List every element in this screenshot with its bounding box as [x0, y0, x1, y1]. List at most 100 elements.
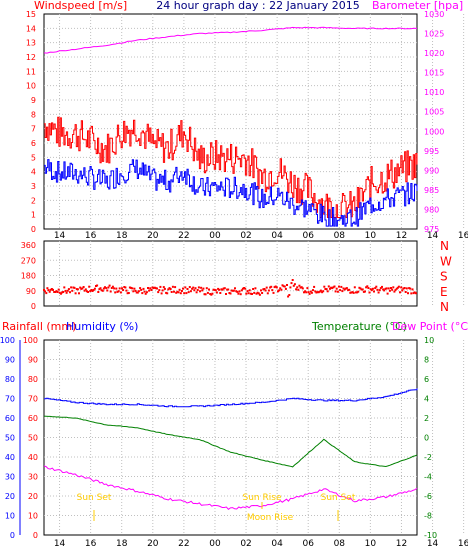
direction-point — [121, 287, 123, 290]
direction-point — [265, 286, 268, 289]
temperature-tick-label: -6 — [424, 492, 432, 501]
direction-point — [260, 289, 262, 292]
direction-point — [378, 289, 381, 292]
direction-point — [295, 288, 298, 291]
direction-point — [82, 286, 85, 288]
direction-point — [58, 291, 61, 294]
sunset2-label: Sun Set — [321, 493, 356, 503]
direction-point — [368, 291, 371, 294]
direction-point — [166, 292, 169, 295]
direction-point — [252, 288, 255, 290]
temperature-axis-label: Temperature (°C) — [311, 320, 407, 333]
barometer-axis-label: Barometer [hpa] — [372, 0, 463, 12]
time-tick-label: 16 — [458, 231, 468, 241]
direction-point — [401, 289, 404, 292]
temperature-plot-area — [43, 388, 418, 510]
direction-point — [306, 287, 309, 290]
time-tick-label: 06 — [302, 539, 314, 549]
direction-point — [197, 286, 200, 289]
direction-point — [162, 286, 165, 289]
direction-point — [402, 287, 405, 290]
direction-point — [147, 287, 149, 289]
direction-point — [141, 292, 144, 295]
direction-point — [89, 290, 92, 292]
direction-point — [356, 291, 359, 294]
humidity-tick-label: 80 — [28, 375, 38, 384]
direction-point — [142, 287, 145, 290]
direction-point — [322, 290, 325, 293]
direction-point — [307, 291, 310, 294]
direction-point — [134, 289, 137, 292]
direction-point — [93, 287, 96, 290]
direction-point — [160, 292, 163, 295]
direction-point — [341, 290, 344, 293]
direction-point — [79, 286, 82, 289]
direction-point — [136, 291, 139, 294]
direction-point — [60, 292, 62, 295]
windspeed-tick-label: 9 — [31, 96, 36, 105]
direction-point — [310, 291, 313, 294]
direction-point — [235, 290, 238, 293]
humidity-tick-label: 30 — [28, 473, 38, 482]
temperature-tick-label: 6 — [424, 375, 429, 384]
direction-point — [217, 287, 220, 290]
direction-point — [238, 290, 241, 293]
direction-point — [314, 290, 317, 293]
direction-point — [63, 286, 66, 289]
direction-point — [76, 288, 79, 291]
direction-point — [396, 286, 399, 289]
direction-point — [169, 288, 172, 290]
direction-point — [282, 285, 285, 288]
direction-plot-area — [43, 279, 417, 298]
direction-point — [123, 286, 126, 288]
direction-point — [305, 291, 308, 294]
direction-point — [324, 288, 327, 290]
direction-point — [313, 285, 316, 288]
direction-point — [171, 285, 174, 288]
direction-point — [360, 288, 363, 291]
direction-point — [100, 289, 103, 292]
direction-point — [111, 285, 114, 288]
direction-point — [118, 287, 121, 290]
direction-point — [280, 288, 283, 291]
direction-point — [303, 291, 305, 294]
direction-point — [113, 287, 116, 290]
direction-point — [373, 290, 375, 293]
direction-point — [182, 287, 184, 290]
direction-tick-label: 180 — [21, 272, 36, 281]
direction-point — [211, 292, 214, 295]
time-tick-label: 14 — [54, 539, 66, 549]
direction-point — [228, 292, 231, 294]
direction-point — [130, 286, 132, 289]
temperature-tick-label: 8 — [424, 356, 429, 365]
barometer-tick-label: 1000 — [424, 127, 444, 136]
direction-point — [278, 289, 281, 292]
time-tick-label: 12 — [396, 231, 407, 241]
direction-point — [347, 289, 350, 292]
direction-point — [357, 290, 360, 293]
direction-point — [304, 290, 307, 293]
direction-point — [381, 285, 383, 288]
direction-point — [125, 289, 128, 292]
direction-point — [133, 287, 136, 290]
direction-point — [342, 287, 345, 290]
direction-point — [284, 287, 287, 290]
direction-point — [400, 286, 403, 289]
direction-point — [301, 287, 304, 290]
direction-point — [102, 287, 105, 290]
direction-point — [297, 288, 300, 291]
direction-point — [367, 287, 370, 289]
direction-point — [332, 286, 335, 289]
sunset-label: Sun Set — [77, 493, 112, 503]
direction-point — [358, 286, 361, 289]
direction-point — [370, 289, 373, 292]
time-tick-label: 16 — [85, 539, 97, 549]
time-tick-label: 14 — [427, 231, 439, 241]
direction-point — [338, 285, 340, 288]
direction-point — [114, 291, 117, 294]
time-tick-label: 10 — [365, 539, 377, 549]
direction-point — [168, 287, 171, 290]
direction-tick-label: 270 — [21, 256, 36, 265]
barometer-tick-label: 1025 — [424, 30, 444, 39]
